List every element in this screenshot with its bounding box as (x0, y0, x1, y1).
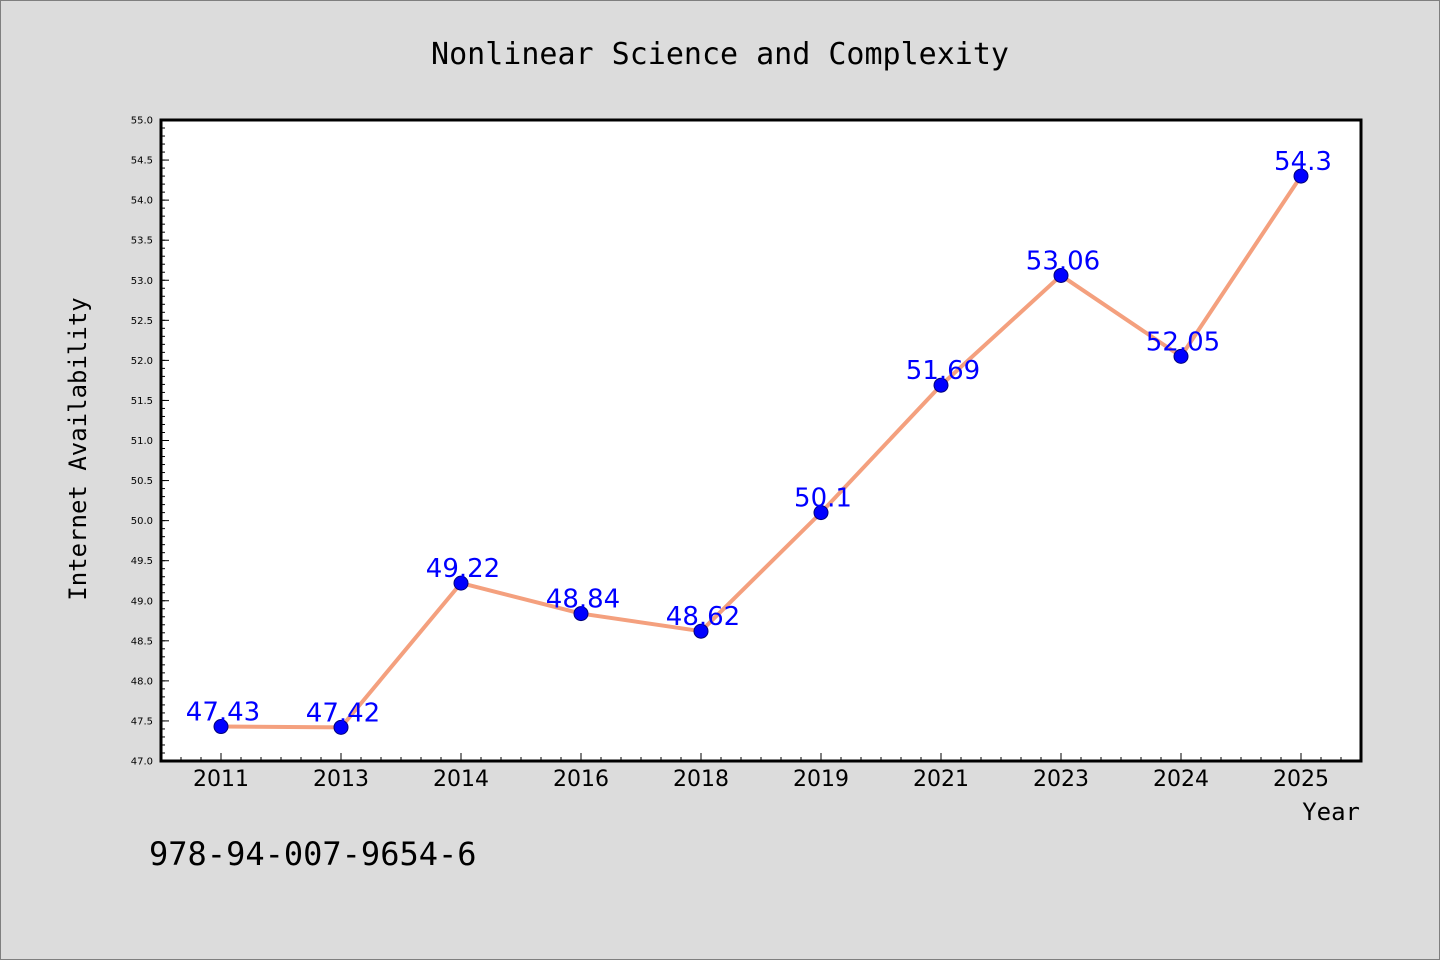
y-tick-label: 51.0 (131, 436, 153, 447)
data-point (1053, 267, 1069, 283)
data-point (1293, 168, 1309, 184)
x-tick-label: 2024 (1153, 767, 1209, 792)
x-tick-label: 2014 (433, 767, 489, 792)
series-line (220, 174, 1303, 730)
y-tick-label: 49.0 (131, 596, 153, 607)
y-tick-label: 47.5 (131, 716, 153, 727)
data-point (573, 606, 589, 622)
x-tick-label: 2025 (1273, 767, 1329, 792)
x-tick-label: 2016 (553, 767, 609, 792)
y-tick-label: 48.0 (131, 676, 153, 687)
y-tick-label: 52.5 (131, 316, 153, 327)
x-tick-label: 2021 (913, 767, 969, 792)
data-point (1173, 348, 1189, 364)
x-axis-title: Year (1302, 798, 1360, 826)
data-label: 53.06 (1026, 246, 1100, 276)
y-tick-label: 49.5 (131, 556, 153, 567)
x-tick-label: 2011 (193, 767, 249, 792)
x-tick-label: 2023 (1033, 767, 1089, 792)
data-point (813, 505, 829, 521)
series-group: 47.43 47.42 49.22 48.84 48.62 50.1 51.69 53.06 5… (186, 147, 1332, 735)
data-label: 52.05 (1146, 327, 1220, 357)
data-point (333, 719, 349, 735)
y-tick-label: 52.0 (131, 356, 153, 367)
plot-area (159, 118, 1363, 763)
data-label: 50.1 (794, 484, 852, 514)
y-axis: 47.0 47.5 48.0 48.5 49.0 49.5 50.0 50.5 51.0 51.5… (131, 116, 169, 768)
data-point (453, 575, 469, 591)
chart-title: Nonlinear Science and Complexity (431, 37, 1009, 72)
y-tick-label: 55.0 (131, 116, 153, 127)
data-label: 48.62 (666, 602, 740, 632)
data-label: 51.69 (906, 356, 980, 386)
data-label: 47.43 (186, 698, 260, 728)
y-tick-label: 53.0 (131, 276, 153, 287)
y-tick-label: 54.0 (131, 196, 153, 207)
data-label: 47.42 (306, 698, 380, 728)
data-label: 48.84 (546, 585, 620, 615)
data-point (693, 623, 709, 639)
y-tick-label: 47.0 (131, 757, 153, 768)
data-label: 54.3 (1274, 147, 1332, 177)
y-tick-label: 53.5 (131, 236, 153, 247)
data-label: 49.22 (426, 554, 500, 584)
y-tick-label: 48.5 (131, 636, 153, 647)
x-tick-label: 2018 (673, 767, 729, 792)
x-tick-label: 2019 (793, 767, 849, 792)
isbn-footer: 978-94-007-9654-6 (149, 835, 477, 873)
x-axis: 2011 2013 2014 2016 2018 2019 2021 2023 2024 2025 (180, 753, 1342, 792)
y-axis-title: Internet Availability (64, 297, 92, 600)
data-point (213, 719, 229, 735)
y-tick-label: 54.5 (131, 156, 153, 167)
data-point (933, 377, 949, 393)
y-tick-label: 51.5 (131, 396, 153, 407)
y-tick-label: 50.5 (131, 476, 153, 487)
x-tick-label: 2013 (313, 767, 369, 792)
y-tick-label: 50.0 (131, 516, 153, 527)
